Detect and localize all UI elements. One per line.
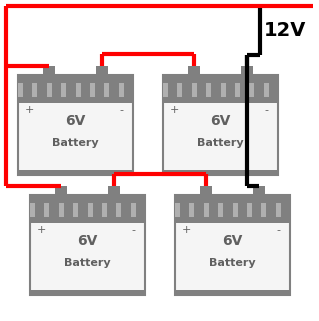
Bar — [43, 66, 55, 75]
Text: -: - — [264, 105, 269, 115]
Bar — [59, 204, 64, 217]
Bar — [261, 204, 266, 217]
Text: Battery: Battery — [197, 138, 244, 148]
Bar — [192, 83, 197, 97]
Bar — [218, 204, 223, 217]
Bar — [163, 83, 168, 97]
Bar — [18, 170, 133, 175]
Text: 12V: 12V — [264, 21, 306, 39]
Text: -: - — [131, 225, 136, 235]
Text: 6V: 6V — [222, 234, 243, 248]
Text: +: + — [25, 105, 34, 115]
Bar — [108, 186, 120, 195]
Bar — [73, 204, 78, 217]
Bar — [233, 204, 238, 217]
Bar — [18, 83, 23, 97]
Bar — [87, 204, 93, 217]
Bar — [163, 75, 278, 103]
Bar — [263, 83, 269, 97]
Bar — [119, 83, 124, 97]
Bar — [175, 204, 180, 217]
Bar — [30, 290, 145, 295]
Bar — [276, 204, 281, 217]
Bar — [47, 83, 52, 97]
Bar — [206, 83, 211, 97]
Bar — [175, 195, 290, 223]
Text: Battery: Battery — [64, 258, 111, 268]
Bar — [175, 195, 290, 295]
Text: 6V: 6V — [77, 234, 98, 248]
Bar — [44, 204, 49, 217]
Bar — [163, 75, 278, 175]
Bar — [104, 83, 109, 97]
Text: Battery: Battery — [209, 258, 256, 268]
Bar — [188, 66, 200, 75]
Bar — [249, 83, 254, 97]
Bar — [30, 204, 35, 217]
Bar — [61, 83, 66, 97]
Bar — [30, 195, 145, 223]
Text: -: - — [277, 225, 280, 235]
Text: +: + — [182, 225, 191, 235]
Bar — [90, 83, 95, 97]
Bar — [116, 204, 121, 217]
Bar — [241, 66, 253, 75]
Bar — [18, 75, 133, 175]
Bar — [247, 204, 252, 217]
Bar — [76, 83, 80, 97]
Bar — [30, 195, 145, 295]
Text: 6V: 6V — [65, 114, 86, 128]
Bar — [130, 204, 136, 217]
Bar — [102, 204, 107, 217]
Bar — [200, 186, 212, 195]
Bar — [253, 186, 265, 195]
Bar — [220, 83, 226, 97]
Text: Battery: Battery — [52, 138, 99, 148]
Bar — [175, 290, 290, 295]
Bar — [55, 186, 67, 195]
Text: +: + — [37, 225, 46, 235]
Bar — [189, 204, 194, 217]
Bar — [96, 66, 108, 75]
Text: +: + — [170, 105, 179, 115]
Text: -: - — [120, 105, 123, 115]
Bar — [163, 170, 278, 175]
Text: 6V: 6V — [210, 114, 231, 128]
Bar — [235, 83, 240, 97]
Bar — [18, 75, 133, 103]
Bar — [177, 83, 182, 97]
Bar — [32, 83, 37, 97]
Bar — [204, 204, 209, 217]
